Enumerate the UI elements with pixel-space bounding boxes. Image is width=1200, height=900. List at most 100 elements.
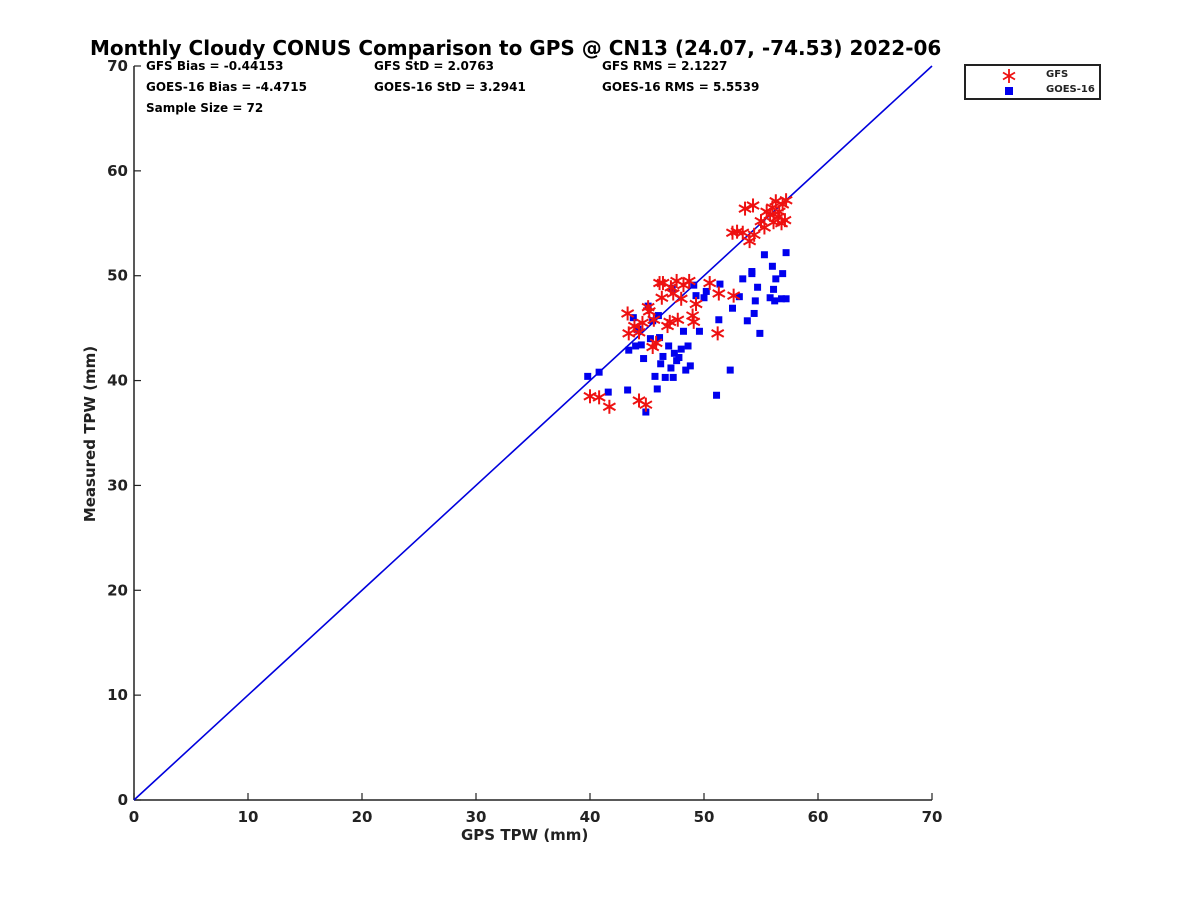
- goes16-point: [653, 385, 661, 393]
- gfs-point-stroke: [647, 315, 661, 325]
- goes16-point: [686, 362, 694, 370]
- reference-line-layer: [133, 65, 933, 801]
- gfs-point: [712, 286, 726, 301]
- x-tick-label: 50: [694, 808, 715, 826]
- y-tick-label: 50: [107, 267, 128, 285]
- goes16-point: [667, 364, 675, 372]
- gfs-point-stroke: [664, 282, 678, 292]
- goes16-point: [729, 304, 736, 312]
- gfs-point: [779, 193, 793, 208]
- goes16-point: [669, 373, 677, 381]
- goes16-point: [624, 386, 632, 394]
- gfs-point-stroke: [730, 227, 744, 237]
- goes16-point: [750, 309, 758, 317]
- x-tick-label: 0: [129, 808, 139, 826]
- gfs-point-stroke: [602, 402, 616, 412]
- gfs-point-stroke: [621, 309, 635, 318]
- goes16-point: [779, 270, 787, 278]
- goes16-point: [646, 335, 654, 343]
- goes16-point: [702, 287, 710, 295]
- goes16-point: [642, 408, 650, 416]
- gfs-point-stroke: [727, 291, 741, 301]
- gfs-point-stroke: [769, 196, 783, 206]
- sample-size-stat: Sample Size = 72: [146, 101, 264, 115]
- gfs-point-stroke: [738, 204, 752, 213]
- gfs-point-stroke: [689, 299, 703, 309]
- gfs-point: [674, 291, 688, 306]
- gfs-point: [703, 276, 717, 291]
- gfs-point-stroke: [635, 318, 650, 328]
- goes16-point: [772, 275, 780, 283]
- gfs-point-stroke: [703, 278, 717, 288]
- gfs-point-stroke: [711, 329, 725, 338]
- gfs-point-stroke: [682, 276, 696, 286]
- goes16-point: [748, 270, 756, 278]
- one-to-one-line: [133, 65, 933, 801]
- goes16-point: [604, 388, 612, 396]
- gfs-point-stroke: [592, 392, 606, 402]
- goes16-point: [640, 355, 648, 363]
- gfs-point-stroke: [687, 317, 701, 327]
- goes16-point: [629, 314, 637, 322]
- gfs-point: [647, 312, 661, 327]
- y-tick-label: 60: [107, 162, 128, 180]
- gfs-point: [655, 290, 669, 305]
- x-tick-label: 20: [352, 808, 373, 826]
- gfs-point-stroke: [663, 317, 677, 327]
- goes16-point: [713, 391, 721, 399]
- points-layer: [583, 193, 793, 416]
- gfs-point: [656, 276, 670, 291]
- gfs-point: [635, 315, 650, 330]
- y-tick-label: 20: [107, 581, 128, 599]
- gfs-point-stroke: [622, 329, 636, 338]
- gfs-point: [592, 390, 606, 405]
- goes16-point: [690, 281, 698, 289]
- goes16-point: [716, 280, 724, 288]
- chart-title: Monthly Cloudy CONUS Comparison to GPS @…: [90, 36, 942, 60]
- goes16-point: [778, 295, 786, 303]
- gfs-point-stroke: [747, 230, 761, 240]
- goes16-point: [756, 329, 764, 337]
- goes16-point: [656, 334, 664, 342]
- gfs-point-stroke: [655, 293, 669, 303]
- goes16-point: [651, 372, 659, 380]
- y-axis-label: Measured TPW (mm): [81, 345, 99, 523]
- goes-std-stat: GOES-16 StD = 3.2941: [374, 80, 526, 94]
- gfs-point: [621, 306, 635, 321]
- goes-rms-stat: GOES-16 RMS = 5.5539: [602, 80, 760, 94]
- goes-bias-stat: GOES-16 Bias = -4.4715: [146, 80, 307, 94]
- goes16-point: [735, 293, 743, 301]
- x-tick-label: 60: [808, 808, 829, 826]
- gfs-point: [747, 227, 761, 242]
- goes16-point: [715, 316, 723, 324]
- gfs-point: [727, 288, 741, 303]
- goes16-point: [771, 297, 779, 305]
- gfs-rms-stat: GFS RMS = 2.1227: [602, 59, 728, 73]
- gfs-point-stroke: [656, 278, 670, 288]
- goes16-point: [766, 294, 774, 302]
- goes16-point: [625, 346, 633, 354]
- gfs-point: [649, 335, 663, 350]
- gfs-point-stroke: [632, 327, 646, 337]
- gfs-point: [738, 201, 752, 216]
- goes16-point: [595, 368, 603, 376]
- gfs-point: [746, 198, 760, 213]
- goes16-point: [684, 342, 692, 350]
- goes16-point: [682, 366, 690, 374]
- y-tick-label: 30: [107, 476, 128, 494]
- gfs-point: [736, 225, 750, 240]
- goes16-point: [634, 325, 642, 333]
- goes16-point: [679, 327, 687, 335]
- goes16-point: [739, 275, 747, 283]
- goes16-point: [700, 294, 708, 302]
- square-marker-icon: [1005, 87, 1013, 95]
- x-tick-label: 30: [466, 808, 487, 826]
- gfs-point: [632, 325, 646, 340]
- gfs-point: [671, 312, 685, 327]
- gfs-point: [778, 213, 792, 228]
- y-tick-label: 10: [107, 686, 128, 704]
- gfs-point: [689, 297, 703, 312]
- goes16-point: [760, 251, 768, 259]
- legend: GFS GOES-16: [964, 64, 1101, 100]
